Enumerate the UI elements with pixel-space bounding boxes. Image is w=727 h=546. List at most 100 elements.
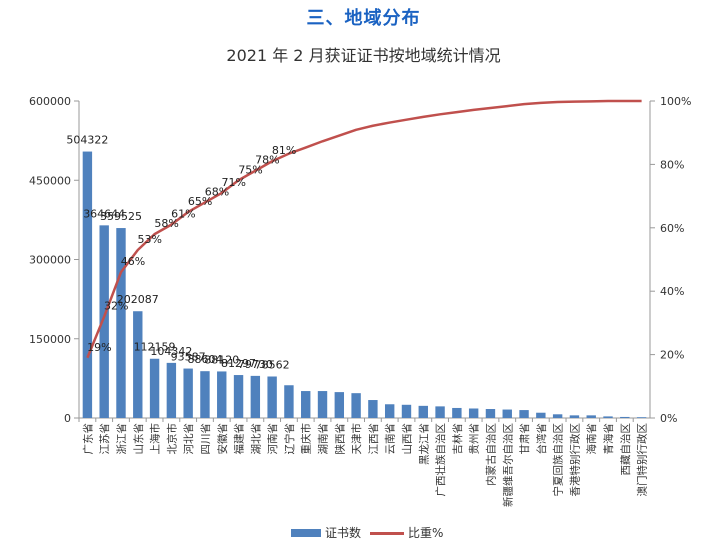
bar xyxy=(82,151,93,419)
right-tick-label: 20% xyxy=(660,349,684,362)
left-tick-label: 150000 xyxy=(29,333,71,346)
bar xyxy=(133,311,143,418)
x-tick-label: 上海市 xyxy=(149,423,162,455)
x-tick-label: 北京市 xyxy=(165,423,178,455)
bar xyxy=(468,408,479,418)
bar xyxy=(284,385,294,418)
bar-swatch-icon xyxy=(291,529,321,537)
x-tick-label: 浙江省 xyxy=(115,423,128,455)
line-data-label: 53% xyxy=(138,233,162,246)
line-swatch-icon xyxy=(370,532,404,535)
bar-data-label: 78562 xyxy=(255,358,290,371)
left-tick-label: 0 xyxy=(64,412,71,425)
line-data-label: 46% xyxy=(121,255,145,268)
x-tick-label: 甘肃省 xyxy=(518,423,531,455)
bar xyxy=(368,400,378,418)
bar xyxy=(99,225,109,418)
x-tick-label: 安徽省 xyxy=(216,423,229,455)
x-tick-label: 云南省 xyxy=(384,423,397,455)
x-tick-label: 重庆市 xyxy=(300,423,313,455)
left-tick-label: 600000 xyxy=(29,95,71,108)
line-data-label: 71% xyxy=(222,176,246,189)
bar-data-label: 81297 xyxy=(221,357,256,370)
bar xyxy=(149,358,160,418)
legend-line-label: 比重% xyxy=(408,526,444,540)
section-heading: 三、地域分布 xyxy=(306,8,421,29)
bar xyxy=(334,392,345,418)
x-tick-label: 辽宁省 xyxy=(283,423,296,455)
x-tick-label: 吉林省 xyxy=(451,423,464,455)
x-tick-label: 江西省 xyxy=(367,423,380,455)
bar xyxy=(401,404,412,418)
line-data-label: 75% xyxy=(238,163,262,176)
chart-title: 2021 年 2 月获证证书按地域统计情况 xyxy=(226,46,501,65)
left-tick-label: 450000 xyxy=(29,174,71,187)
x-tick-label: 山西省 xyxy=(400,423,413,455)
bar xyxy=(166,362,177,418)
line-data-label: 19% xyxy=(87,341,111,354)
bar xyxy=(384,404,395,418)
legend-bar-label: 证书数 xyxy=(325,526,362,540)
right-tick-label: 80% xyxy=(660,158,684,171)
bar-data-label: 88604 xyxy=(187,353,222,366)
bar xyxy=(636,417,647,418)
bar xyxy=(183,368,193,418)
x-tick-label: 香港特别行政区 xyxy=(568,423,581,497)
x-tick-label: 青海省 xyxy=(602,423,615,455)
x-tick-label: 台湾省 xyxy=(535,423,548,455)
bar xyxy=(502,409,512,418)
x-tick-label: 山东省 xyxy=(132,423,145,455)
bar xyxy=(351,393,361,418)
bar xyxy=(452,407,462,418)
x-tick-label: 四川省 xyxy=(199,423,212,455)
x-tick-label: 天津市 xyxy=(350,423,363,455)
bar xyxy=(267,376,277,418)
bar xyxy=(569,415,580,418)
bar-data-label: 93587 xyxy=(171,351,206,364)
line-data-label: 65% xyxy=(188,195,212,208)
bar-data-label: 104342 xyxy=(150,345,192,358)
line-data-label: 58% xyxy=(154,217,178,230)
bar xyxy=(217,371,227,418)
bar xyxy=(233,375,244,418)
bar xyxy=(200,371,210,418)
x-tick-label: 宁夏回族自治区 xyxy=(552,423,565,497)
bar xyxy=(116,228,126,418)
x-tick-label: 广东省 xyxy=(81,423,94,455)
x-tick-label: 新疆维吾尔自治区 xyxy=(501,423,514,507)
bar-data-label: 202087 xyxy=(117,293,159,306)
x-tick-label: 陕西省 xyxy=(333,423,346,455)
bar xyxy=(586,415,596,418)
bar xyxy=(435,406,445,418)
bar-data-label: 88120 xyxy=(204,353,239,366)
right-tick-label: 100% xyxy=(660,95,691,108)
bar-data-label: 79730 xyxy=(238,358,273,371)
x-tick-label: 西藏自治区 xyxy=(619,423,632,476)
bar xyxy=(552,414,563,418)
x-tick-label: 湖北省 xyxy=(249,423,262,455)
right-tick-label: 0% xyxy=(660,412,677,425)
line-data-label: 61% xyxy=(171,208,195,221)
x-tick-label: 广西壮族自治区 xyxy=(434,423,447,497)
x-tick-label: 澳门特别行政区 xyxy=(636,423,649,497)
cumulative-share-line xyxy=(86,99,642,359)
bar-data-label: 359525 xyxy=(100,210,142,223)
x-tick-label: 贵州省 xyxy=(468,423,481,455)
line-data-label: 81% xyxy=(272,144,296,157)
legend: 证书数 比重% xyxy=(0,524,727,542)
line-data-label: 68% xyxy=(205,185,229,198)
bar xyxy=(301,391,311,418)
x-tick-label: 湖南省 xyxy=(317,423,330,455)
x-tick-label: 海南省 xyxy=(585,423,598,455)
right-tick-label: 60% xyxy=(660,222,684,235)
line-data-label: 78% xyxy=(255,154,279,167)
bar-data-label: 112159 xyxy=(134,341,176,354)
bar xyxy=(418,405,428,418)
bar xyxy=(603,416,613,418)
bar xyxy=(620,416,630,418)
bar xyxy=(485,409,496,418)
x-tick-label: 河北省 xyxy=(182,423,195,455)
line-data-label: 32% xyxy=(104,300,128,313)
bar xyxy=(536,412,546,418)
